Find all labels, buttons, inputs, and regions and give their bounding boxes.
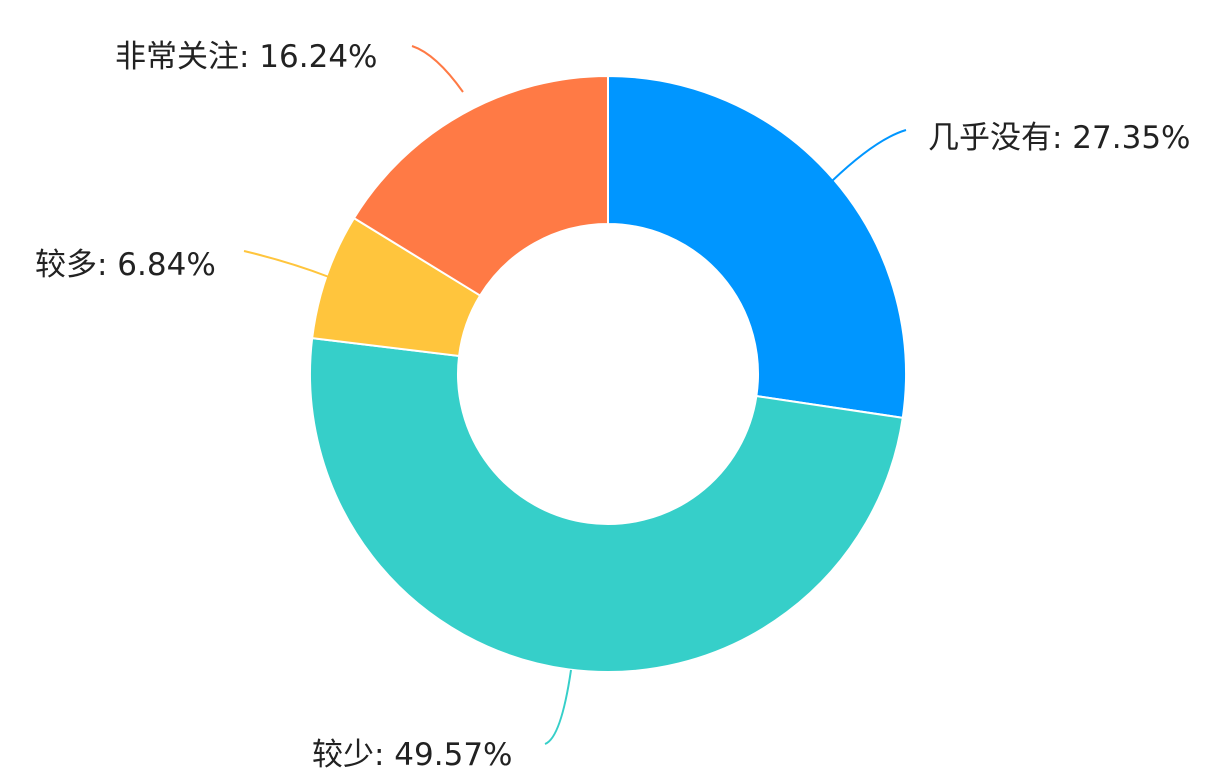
donut-slice[interactable] [352,74,609,297]
leader-line [544,669,572,745]
slice-label: 较多: 6.84% [35,247,216,283]
leader-line [411,45,464,93]
slice-label: 几乎没有: 27.35% [928,120,1191,156]
slices-layer [309,74,907,673]
leader-line [831,129,907,182]
leader-lines-layer [243,45,907,745]
donut-slice[interactable] [309,337,904,673]
slice-label: 较少: 49.57% [312,737,513,773]
slice-labels-layer: 几乎没有: 27.35% 较少: 49.57% 较多: 6.84% 非常关注: 16.… [35,39,1191,773]
slice-label: 非常关注: 16.24% [115,39,378,75]
leader-line [243,250,330,278]
donut-slice[interactable] [607,74,907,419]
